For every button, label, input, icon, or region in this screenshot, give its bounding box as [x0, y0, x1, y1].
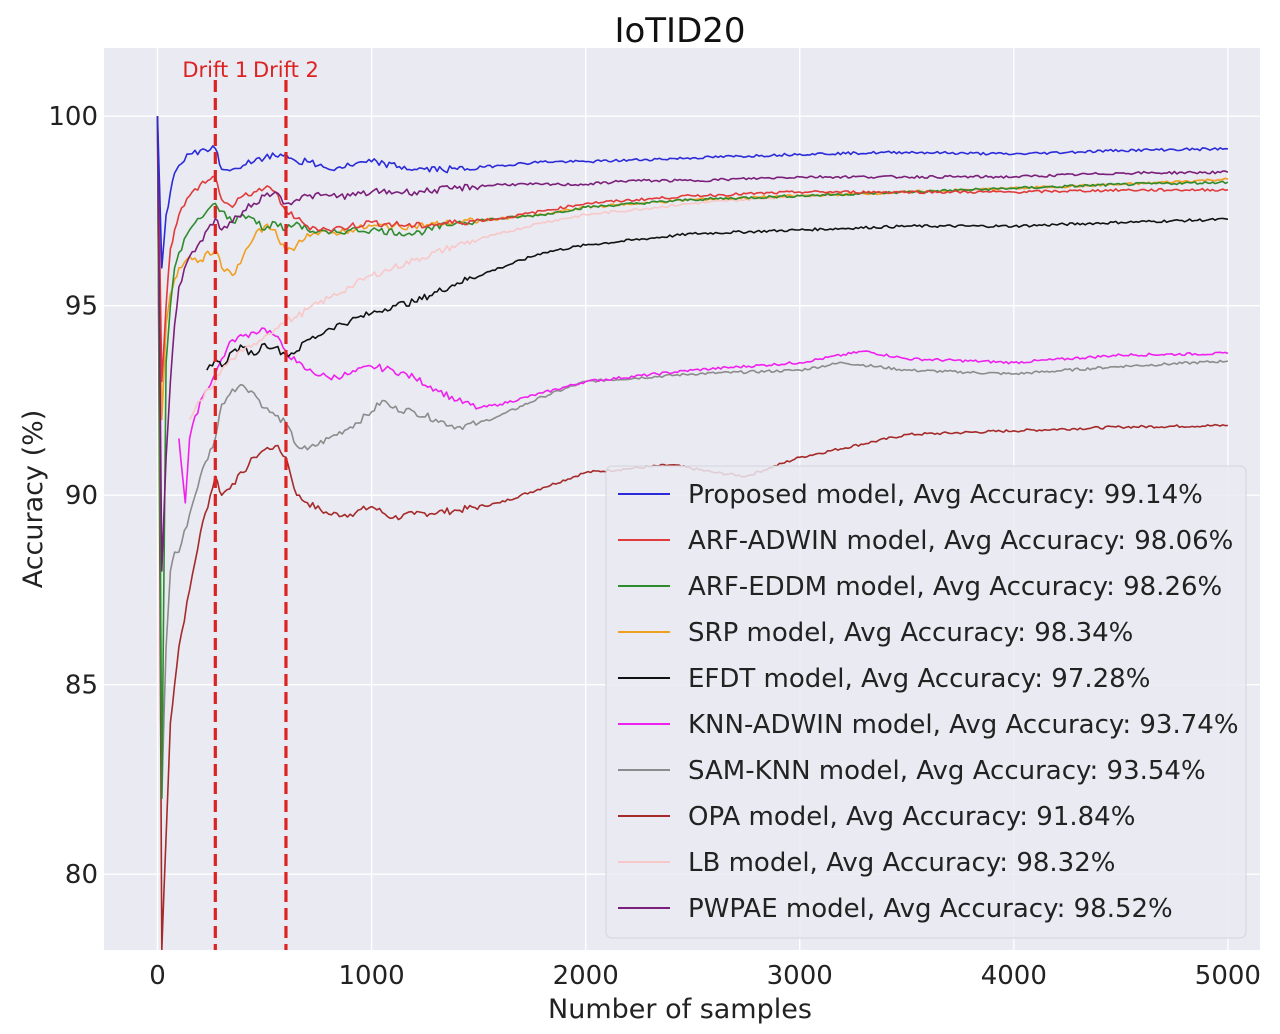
y-tick-label: 85: [65, 671, 98, 701]
series-line: [156, 116, 1229, 800]
legend-entry: SAM-KNN model, Avg Accuracy: 93.54%: [688, 756, 1206, 786]
x-axis-label: Number of samples: [548, 994, 812, 1025]
x-tick-label: 5000: [1195, 961, 1261, 991]
series-line: [156, 116, 1229, 383]
drift-label: Drift 2: [253, 58, 319, 82]
y-tick-label: 80: [65, 860, 98, 890]
x-tick-label: 1000: [339, 961, 405, 991]
y-tick-label: 90: [65, 481, 98, 511]
drift-label: Drift 1: [182, 58, 248, 82]
y-tick-label: 100: [48, 102, 98, 132]
x-tick-label: 0: [149, 961, 166, 991]
legend-entry: KNN-ADWIN model, Avg Accuracy: 93.74%: [688, 710, 1239, 740]
legend-box: [605, 465, 1247, 939]
legend: Proposed model, Avg Accuracy: 99.14% ARF-…: [605, 465, 1247, 939]
legend-entry: EFDT model, Avg Accuracy: 97.28%: [688, 664, 1150, 694]
series-line: [156, 116, 1228, 269]
series-line: [156, 116, 1229, 800]
chart-title: IoTID20: [614, 11, 745, 51]
axis-ticks: 0 1000 2000 3000 4000 5000 80 85 90 95 100: [48, 102, 1261, 991]
legend-entry: ARF-EDDM model, Avg Accuracy: 98.26%: [688, 572, 1222, 602]
legend-entry: SRP model, Avg Accuracy: 98.34%: [688, 618, 1133, 648]
legend-entry: OPA model, Avg Accuracy: 91.84%: [688, 802, 1135, 832]
legend-entry: Proposed model, Avg Accuracy: 99.14%: [688, 480, 1203, 510]
drift-markers: Drift 1 Drift 2: [182, 58, 319, 950]
legend-entry: PWPAE model, Avg Accuracy: 98.52%: [688, 894, 1173, 924]
series-line: [178, 327, 1229, 504]
y-axis-label: Accuracy (%): [18, 410, 49, 589]
series-line: [156, 116, 1229, 572]
x-tick-label: 2000: [553, 961, 619, 991]
series-line: [206, 217, 1229, 371]
x-tick-label: 4000: [981, 961, 1047, 991]
y-tick-label: 95: [65, 292, 98, 322]
legend-entry: LB model, Avg Accuracy: 98.32%: [688, 848, 1115, 878]
legend-entry: ARF-ADWIN model, Avg Accuracy: 98.06%: [688, 526, 1233, 556]
x-tick-label: 3000: [767, 961, 833, 991]
